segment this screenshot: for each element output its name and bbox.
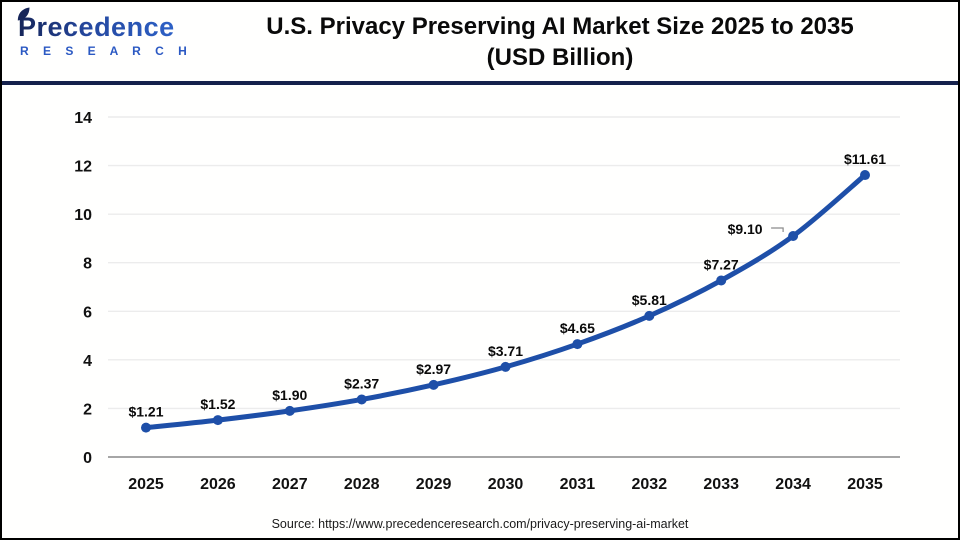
data-point-label: $9.10 (728, 221, 763, 237)
data-point-label: $1.90 (272, 387, 307, 403)
x-tick-label: 2032 (632, 476, 668, 493)
x-tick-label: 2034 (775, 476, 811, 493)
x-tick-label: 2028 (344, 476, 380, 493)
leaf-icon (17, 7, 30, 21)
x-tick-label: 2035 (847, 476, 883, 493)
data-point-label: $7.27 (704, 256, 739, 272)
data-point-label: $3.71 (488, 343, 523, 359)
line-chart: 0 2 4 6 8 10 12 14 2025 2026 2027 2028 2029 2030 2031 2… (74, 110, 900, 493)
data-point-label: $5.81 (632, 292, 667, 308)
data-point (356, 394, 367, 405)
data-point (572, 339, 583, 350)
chart-title: U.S. Privacy Preserving AI Market Size 2… (172, 2, 948, 73)
y-tick-label: 6 (83, 304, 92, 321)
source-citation: Source: https://www.precedenceresearch.c… (271, 517, 689, 531)
x-tick-label: 2029 (416, 476, 452, 493)
trend-line (143, 172, 868, 431)
chart-title-line1: U.S. Privacy Preserving AI Market Size 2… (266, 13, 854, 40)
data-point-label: $4.65 (560, 320, 595, 336)
data-point (860, 170, 870, 181)
x-tick-label: 2030 (488, 476, 524, 493)
y-tick-label: 2 (83, 401, 92, 418)
y-tick-label: 10 (74, 207, 92, 224)
data-point-label: $2.37 (344, 375, 379, 391)
y-tick-label: 14 (74, 110, 92, 127)
x-tick-label: 2027 (272, 476, 308, 493)
x-tick-label: 2026 (200, 476, 236, 493)
data-point-label: $11.61 (844, 151, 886, 167)
brand-name: Precedence (18, 13, 192, 42)
data-point (212, 415, 223, 426)
data-point-label: $1.21 (128, 404, 163, 420)
data-point-label: $1.52 (200, 396, 235, 412)
data-point (500, 361, 511, 372)
y-tick-label: 12 (74, 159, 92, 176)
x-tick-label: 2025 (128, 476, 164, 493)
data-point (428, 379, 439, 390)
chart-title-line2: (USD Billion) (486, 44, 634, 71)
x-tick-label: 2031 (560, 476, 596, 493)
y-tick-label: 0 (83, 450, 92, 467)
brand-logo: Precedence R E S E A R C H (17, 7, 193, 59)
data-point (284, 405, 295, 416)
y-tick-label: 4 (83, 353, 92, 370)
data-point (716, 275, 727, 286)
data-point (141, 422, 151, 433)
data-point (644, 310, 655, 321)
chart-header: Precedence R E S E A R C H U.S. Privacy … (2, 2, 958, 85)
brand-subtitle: R E S E A R C H (20, 44, 193, 59)
data-point-label: $2.97 (416, 361, 451, 377)
x-tick-label: 2033 (703, 476, 739, 493)
y-tick-label: 8 (83, 256, 92, 273)
label-leader-line (771, 227, 784, 232)
data-point (788, 231, 799, 241)
